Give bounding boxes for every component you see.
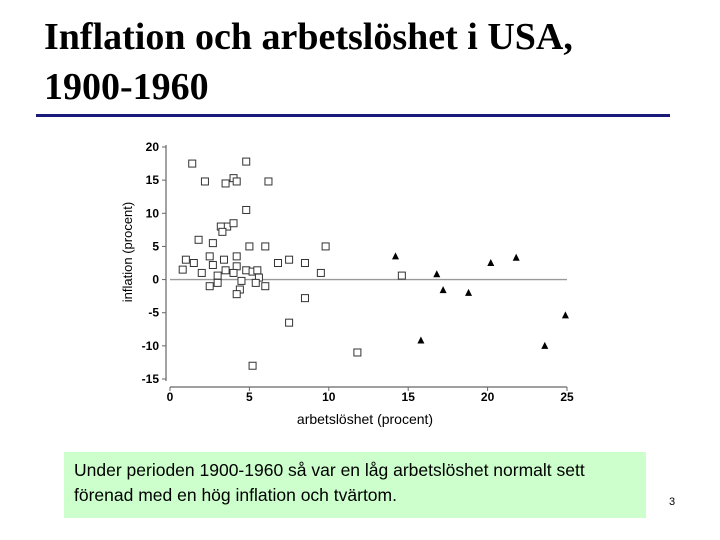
- data-point-triangle: [562, 311, 569, 318]
- y-axis-label: inflation (procent): [120, 202, 135, 302]
- data-point-square: [286, 256, 293, 263]
- x-tick-label: 15: [402, 390, 416, 404]
- data-point-square: [322, 243, 329, 250]
- data-point-square: [198, 269, 205, 276]
- data-point-square: [265, 178, 272, 185]
- data-point-square: [317, 269, 324, 276]
- data-point-square: [189, 160, 196, 167]
- y-tick-label: -15: [142, 372, 160, 386]
- data-point-square: [233, 178, 240, 185]
- data-point-square: [233, 291, 240, 298]
- data-point-triangle: [417, 337, 424, 344]
- data-point-square: [274, 260, 281, 267]
- data-point-triangle: [440, 286, 447, 293]
- data-point-square: [179, 266, 186, 273]
- data-point-square: [233, 263, 240, 270]
- y-tick-label: -10: [142, 339, 160, 353]
- caption-box: Under perioden 1900-1960 så var en låg a…: [64, 452, 646, 518]
- y-tick-label: 20: [146, 140, 160, 154]
- data-point-square: [219, 228, 226, 235]
- data-point-triangle: [487, 259, 494, 266]
- data-point-square: [201, 178, 208, 185]
- data-point-square: [222, 267, 229, 274]
- data-point-square: [262, 283, 269, 290]
- caption-text: Under perioden 1900-1960 så var en låg a…: [74, 460, 585, 505]
- data-point-triangle: [392, 252, 399, 259]
- data-point-square: [286, 319, 293, 326]
- data-point-square: [238, 277, 245, 284]
- data-point-square: [220, 256, 227, 263]
- data-point-square: [214, 279, 221, 286]
- data-point-square: [190, 260, 197, 267]
- y-tick-label: 0: [152, 273, 159, 287]
- data-point-triangle: [541, 342, 548, 349]
- data-point-square: [195, 236, 202, 243]
- data-point-square: [301, 295, 308, 302]
- data-point-square: [246, 243, 253, 250]
- data-point-square: [254, 267, 261, 274]
- data-point-square: [301, 260, 308, 267]
- x-tick-label: 20: [481, 390, 495, 404]
- data-point-square: [222, 180, 229, 187]
- x-tick-label: 10: [322, 390, 336, 404]
- page-number: 3: [669, 496, 675, 508]
- data-point-square: [206, 253, 213, 260]
- data-point-square: [354, 349, 361, 356]
- y-tick-label: -5: [148, 306, 159, 320]
- data-point-square: [249, 362, 256, 369]
- data-point-square: [214, 272, 221, 279]
- x-tick-label: 5: [246, 390, 253, 404]
- y-tick-label: 10: [146, 206, 160, 220]
- data-point-square: [206, 283, 213, 290]
- data-point-square: [182, 256, 189, 263]
- y-tick-label: 5: [152, 239, 159, 253]
- data-point-triangle: [433, 270, 440, 277]
- y-tick-label: 15: [146, 173, 160, 187]
- data-point-square: [398, 272, 405, 279]
- x-tick-label: 25: [560, 390, 574, 404]
- data-point-square: [209, 240, 216, 247]
- data-point-square: [209, 261, 216, 268]
- data-point-square: [252, 279, 259, 286]
- data-point-square: [262, 243, 269, 250]
- x-axis-label: arbetslöshet (procent): [297, 411, 433, 427]
- data-point-triangle: [465, 289, 472, 296]
- chart-points: [179, 158, 569, 369]
- data-point-triangle: [513, 254, 520, 261]
- x-tick-label: 0: [167, 390, 174, 404]
- data-point-square: [243, 158, 250, 165]
- data-point-square: [230, 220, 237, 227]
- data-point-square: [243, 206, 250, 213]
- data-point-square: [233, 253, 240, 260]
- data-point-square: [230, 269, 237, 276]
